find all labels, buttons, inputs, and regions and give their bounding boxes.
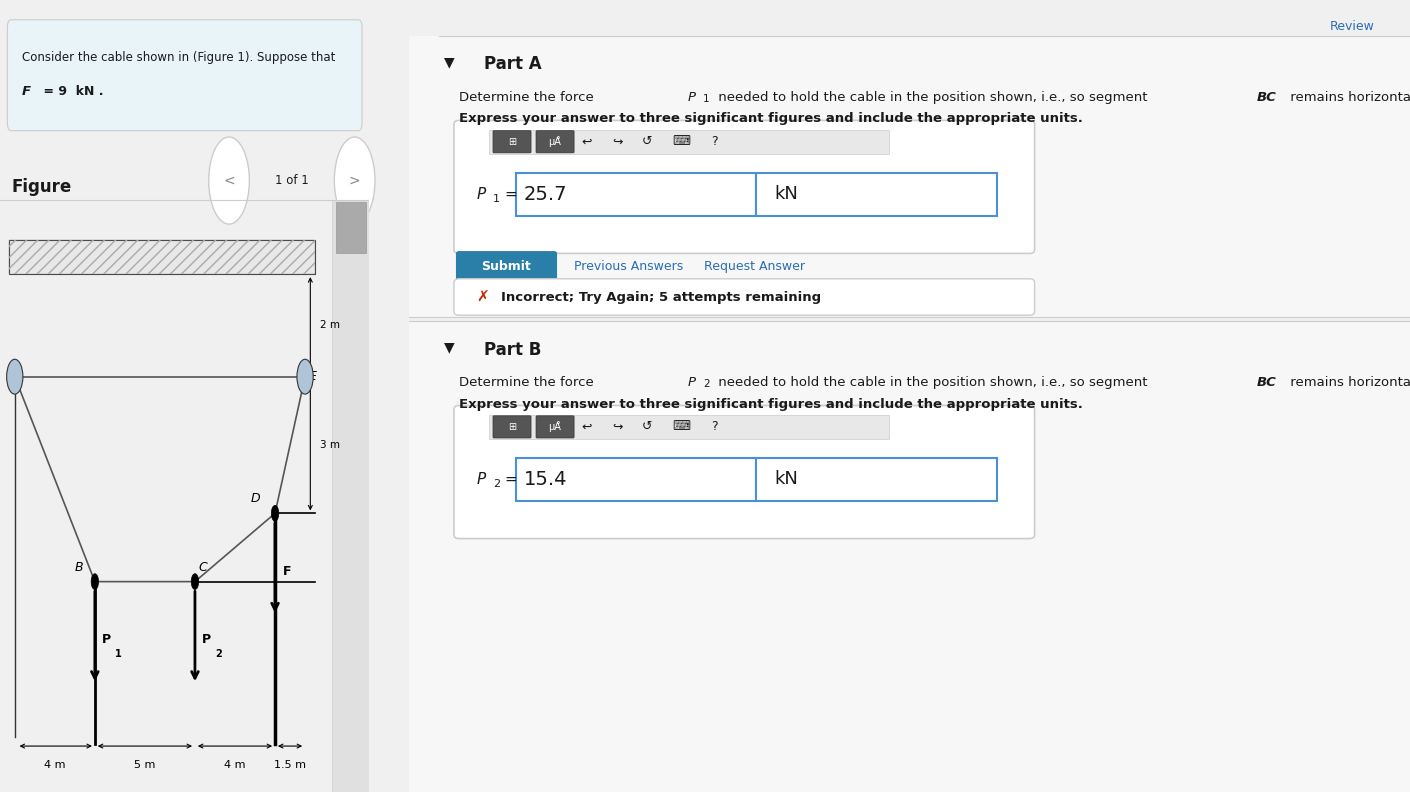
Text: Determine the force: Determine the force: [460, 91, 598, 104]
Circle shape: [192, 573, 199, 589]
Bar: [336, 202, 365, 253]
FancyBboxPatch shape: [454, 279, 1035, 315]
Text: ⊞: ⊞: [508, 137, 516, 147]
Text: >: >: [348, 173, 361, 188]
Text: 1.5 m: 1.5 m: [274, 760, 306, 771]
FancyBboxPatch shape: [756, 173, 997, 216]
Text: ?: ?: [711, 421, 718, 433]
Text: P: P: [477, 472, 486, 486]
Text: P: P: [203, 633, 212, 646]
Text: 2 m: 2 m: [320, 321, 340, 330]
Text: F: F: [282, 565, 290, 578]
FancyBboxPatch shape: [516, 458, 756, 501]
Text: E: E: [309, 370, 317, 383]
Text: P: P: [103, 633, 111, 646]
Text: P: P: [687, 91, 695, 104]
Text: ↩: ↩: [582, 135, 592, 148]
Text: C: C: [199, 561, 207, 573]
Text: <: <: [223, 173, 235, 188]
Bar: [489, 130, 890, 154]
Text: 2: 2: [216, 649, 221, 659]
FancyBboxPatch shape: [516, 173, 756, 216]
Text: P: P: [477, 187, 486, 201]
Text: BC: BC: [1256, 91, 1276, 104]
Text: ⊞: ⊞: [508, 422, 516, 432]
FancyBboxPatch shape: [493, 131, 532, 153]
FancyBboxPatch shape: [455, 251, 557, 281]
FancyBboxPatch shape: [7, 20, 362, 131]
Text: Express your answer to three significant figures and include the appropriate uni: Express your answer to three significant…: [460, 398, 1083, 410]
Text: 2: 2: [704, 379, 709, 390]
Text: B: B: [75, 561, 83, 573]
Circle shape: [7, 360, 23, 394]
Text: 2: 2: [493, 479, 501, 489]
Text: = 9  kN .: = 9 kN .: [39, 85, 103, 97]
Text: 15.4: 15.4: [525, 470, 568, 489]
Text: 1: 1: [116, 649, 121, 659]
Circle shape: [298, 360, 313, 394]
Bar: [409, 36, 1410, 317]
Text: ▼: ▼: [444, 55, 454, 70]
Bar: [409, 321, 1410, 792]
Circle shape: [209, 137, 250, 224]
Bar: [8, 240, 314, 274]
Text: 4 m: 4 m: [224, 760, 245, 771]
Text: 1: 1: [704, 94, 709, 105]
Text: remains horizontal.: remains horizontal.: [1286, 91, 1410, 104]
Text: =: =: [503, 472, 516, 486]
Text: BC: BC: [1256, 376, 1276, 389]
Text: Previous Answers: Previous Answers: [574, 260, 684, 272]
Text: D: D: [251, 493, 261, 505]
Bar: [333, 200, 369, 792]
Text: μÅ: μÅ: [548, 421, 561, 432]
Text: 1 of 1: 1 of 1: [275, 174, 309, 187]
Text: kN: kN: [774, 470, 798, 488]
Bar: [8, 240, 314, 274]
Text: Incorrect; Try Again; 5 attempts remaining: Incorrect; Try Again; 5 attempts remaini…: [501, 291, 821, 303]
Circle shape: [334, 137, 375, 224]
FancyBboxPatch shape: [454, 120, 1035, 253]
Text: needed to hold the cable in the position shown, i.e., so segment: needed to hold the cable in the position…: [715, 91, 1152, 104]
Text: =: =: [503, 187, 516, 201]
Text: P: P: [687, 376, 695, 389]
Text: Part A: Part A: [484, 55, 541, 74]
Circle shape: [92, 573, 99, 589]
Text: ↺: ↺: [642, 421, 653, 433]
FancyBboxPatch shape: [536, 416, 574, 438]
FancyBboxPatch shape: [536, 131, 574, 153]
Text: ↪: ↪: [612, 135, 622, 148]
Text: F: F: [23, 85, 31, 97]
FancyBboxPatch shape: [493, 416, 532, 438]
Text: 25.7: 25.7: [525, 185, 568, 204]
Text: μÅ: μÅ: [548, 136, 561, 147]
Text: kN: kN: [774, 185, 798, 203]
Text: Review: Review: [1330, 20, 1375, 32]
Text: 5 m: 5 m: [134, 760, 155, 771]
Text: Submit: Submit: [481, 260, 532, 272]
Text: ↩: ↩: [582, 421, 592, 433]
Text: ⌨: ⌨: [673, 421, 691, 433]
Text: 1: 1: [493, 194, 501, 204]
Text: remains horizontal.: remains horizontal.: [1286, 376, 1410, 389]
Bar: [489, 415, 890, 439]
Text: ▼: ▼: [444, 341, 454, 355]
Text: Request Answer: Request Answer: [704, 260, 805, 272]
Text: ↪: ↪: [612, 421, 622, 433]
FancyBboxPatch shape: [756, 458, 997, 501]
FancyBboxPatch shape: [454, 406, 1035, 539]
Text: ?: ?: [711, 135, 718, 148]
Text: Determine the force: Determine the force: [460, 376, 598, 389]
Text: ↺: ↺: [642, 135, 653, 148]
Text: 4 m: 4 m: [44, 760, 66, 771]
Text: Figure: Figure: [11, 178, 72, 196]
Circle shape: [271, 505, 279, 521]
Text: Consider the cable shown in (Figure 1). Suppose that: Consider the cable shown in (Figure 1). …: [23, 51, 336, 64]
Text: ✗: ✗: [477, 290, 489, 304]
Text: Part B: Part B: [484, 341, 541, 359]
Text: Express your answer to three significant figures and include the appropriate uni: Express your answer to three significant…: [460, 112, 1083, 125]
Text: 3 m: 3 m: [320, 440, 340, 450]
Text: needed to hold the cable in the position shown, i.e., so segment: needed to hold the cable in the position…: [715, 376, 1152, 389]
Text: ⌨: ⌨: [673, 135, 691, 148]
